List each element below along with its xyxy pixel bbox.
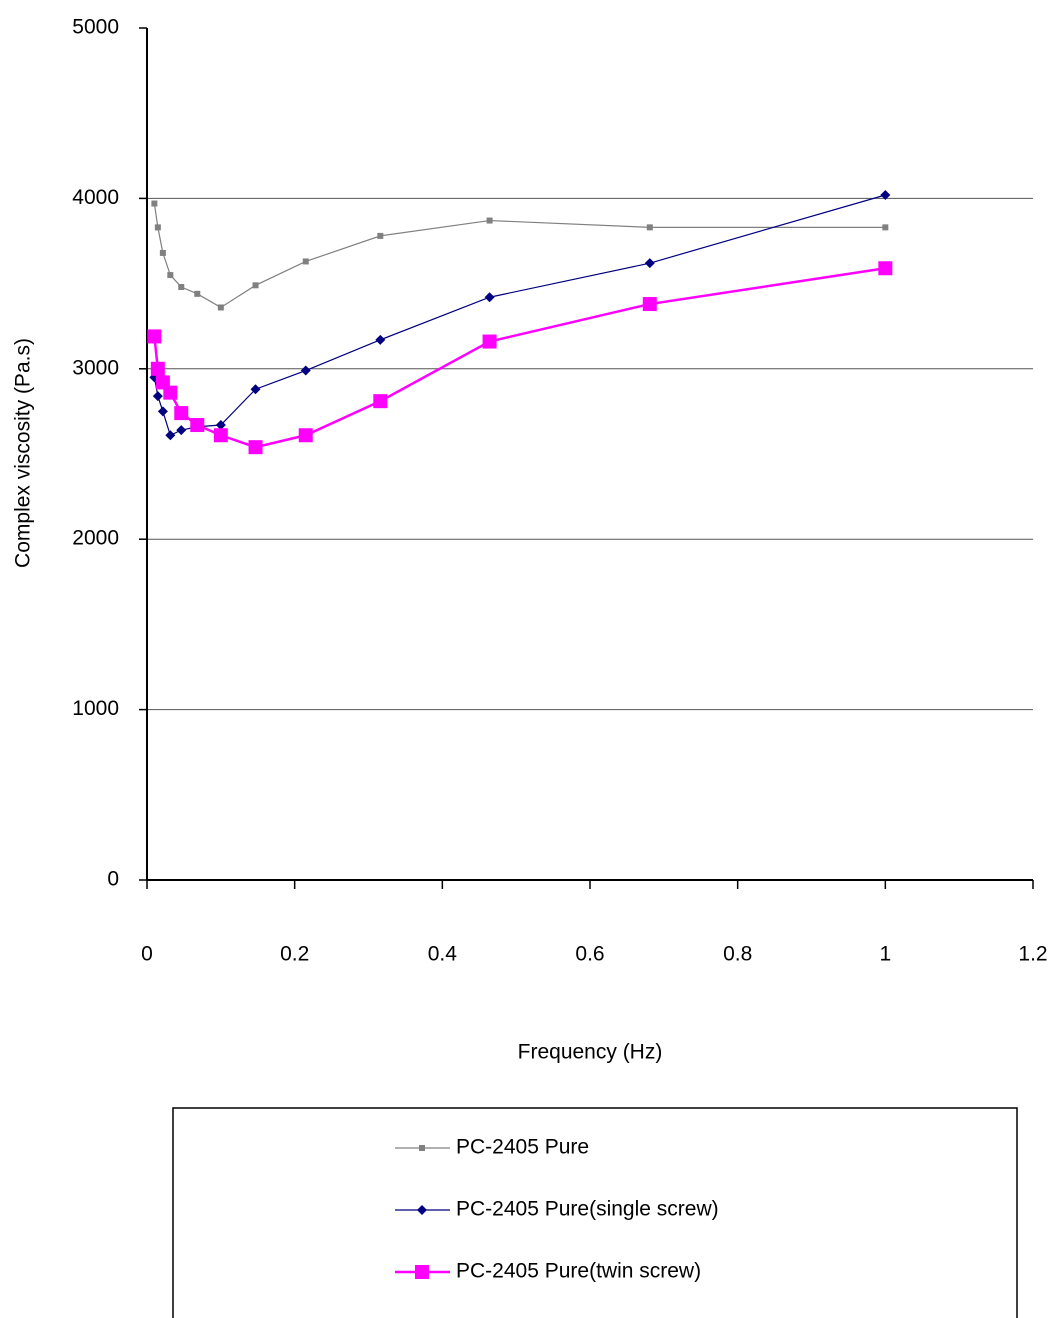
marker [644,258,655,269]
y-tick-label: 0 [107,868,119,891]
marker [194,290,201,297]
marker [163,385,178,400]
marker [151,200,158,207]
y-axis-label: Complex viscosity (Pa.s) [12,338,35,568]
marker [646,224,653,231]
marker [484,292,495,303]
marker [147,329,162,344]
marker [417,1205,427,1215]
x-tick-label: 0.8 [723,943,752,966]
x-tick-label: 0.6 [575,943,604,966]
marker [298,428,313,443]
marker [486,217,493,224]
marker [190,418,205,433]
y-tick-label: 3000 [72,356,119,379]
x-tick-label: 1.2 [1018,943,1047,966]
legend-label: PC-2405 Pure(twin screw) [456,1260,701,1283]
marker [174,406,189,421]
marker [373,394,388,409]
marker [167,272,174,279]
marker [248,440,263,455]
series-line [153,203,886,309]
x-tick-label: 0.2 [280,943,309,966]
marker [880,189,891,200]
marker [302,258,309,265]
series-line [153,194,886,437]
x-tick-label: 1 [879,943,891,966]
series-line [153,267,886,449]
marker [250,384,261,395]
marker [213,428,228,443]
marker [159,249,166,256]
legend-label: PC-2405 Pure(single screw) [456,1198,719,1221]
y-tick-label: 4000 [72,186,119,209]
marker [176,425,187,436]
y-tick-label: 1000 [72,697,119,720]
marker [642,297,657,312]
marker [300,365,311,376]
marker [150,361,165,376]
marker [217,304,224,311]
x-tick-label: 0.4 [428,943,458,966]
marker [152,391,163,402]
marker [215,420,226,431]
marker [377,232,384,239]
marker [419,1145,425,1151]
marker [157,406,168,417]
marker [882,224,889,231]
x-axis-label: Frequency (Hz) [518,1041,663,1064]
marker [415,1265,429,1279]
legend-label: PC-2405 Pure [456,1136,589,1159]
y-tick-label: 5000 [72,16,119,39]
marker [154,224,161,231]
x-tick-label: 0 [141,943,153,966]
y-tick-label: 2000 [72,527,119,550]
marker [878,261,893,276]
marker [178,284,185,291]
marker [375,334,386,345]
marker [165,430,176,441]
marker [482,334,497,349]
marker [252,282,259,289]
legend-box [172,1107,1018,1318]
